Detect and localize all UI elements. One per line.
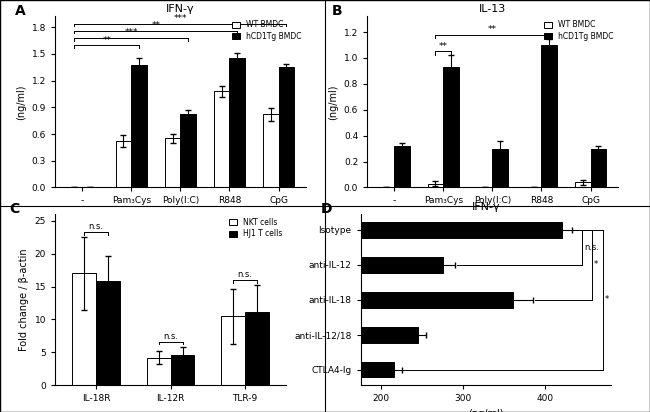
Text: n.s.: n.s. — [237, 270, 253, 279]
Text: n.s.: n.s. — [88, 222, 104, 232]
Text: **: ** — [151, 21, 161, 30]
Bar — [245, 311, 269, 385]
Y-axis label: (ng/ml): (ng/ml) — [328, 84, 338, 120]
Text: *: * — [593, 260, 598, 269]
Bar — [164, 138, 181, 187]
Bar — [263, 115, 278, 187]
Legend: NKT cells, HJ1 T cells: NKT cells, HJ1 T cells — [229, 218, 282, 239]
Bar — [541, 45, 557, 187]
Text: *: * — [604, 295, 608, 304]
Bar — [181, 115, 196, 187]
Text: **: ** — [488, 25, 497, 34]
Bar — [493, 149, 508, 187]
X-axis label: (pg/ml): (pg/ml) — [468, 409, 504, 412]
Bar — [217, 292, 513, 308]
Text: C: C — [9, 201, 20, 215]
Bar — [590, 149, 606, 187]
Bar — [443, 67, 459, 187]
Bar — [278, 67, 294, 187]
Text: ***: *** — [125, 28, 138, 37]
Text: **: ** — [439, 42, 448, 51]
Text: n.s.: n.s. — [584, 243, 599, 252]
Y-axis label: Fold change / β-actin: Fold change / β-actin — [19, 248, 29, 351]
Bar — [395, 146, 410, 187]
Bar — [229, 59, 245, 187]
Bar — [221, 316, 245, 385]
Bar — [217, 222, 562, 238]
Bar — [575, 182, 590, 187]
Bar — [217, 362, 393, 377]
Title: IL-13: IL-13 — [479, 4, 506, 14]
Text: **: ** — [102, 35, 111, 44]
Text: B: B — [332, 4, 343, 18]
Legend: WT BMDC, hCD1Tg BMDC: WT BMDC, hCD1Tg BMDC — [233, 20, 302, 41]
Bar — [214, 91, 229, 187]
Text: ***: *** — [174, 14, 187, 23]
Bar — [217, 257, 443, 273]
Bar — [217, 327, 418, 342]
Title: IFN-γ: IFN-γ — [166, 4, 195, 14]
Text: D: D — [320, 201, 332, 215]
Bar — [147, 358, 171, 385]
Bar — [131, 65, 147, 187]
Bar — [96, 281, 120, 385]
Bar — [72, 274, 96, 385]
Bar — [428, 184, 443, 187]
Title: IFN-γ: IFN-γ — [471, 202, 500, 212]
Text: n.s.: n.s. — [163, 332, 178, 341]
Y-axis label: (ng/ml): (ng/ml) — [16, 84, 26, 120]
Text: A: A — [15, 4, 26, 18]
Legend: WT BMDC, hCD1Tg BMDC: WT BMDC, hCD1Tg BMDC — [545, 20, 614, 41]
Bar — [171, 355, 194, 385]
Bar — [116, 141, 131, 187]
